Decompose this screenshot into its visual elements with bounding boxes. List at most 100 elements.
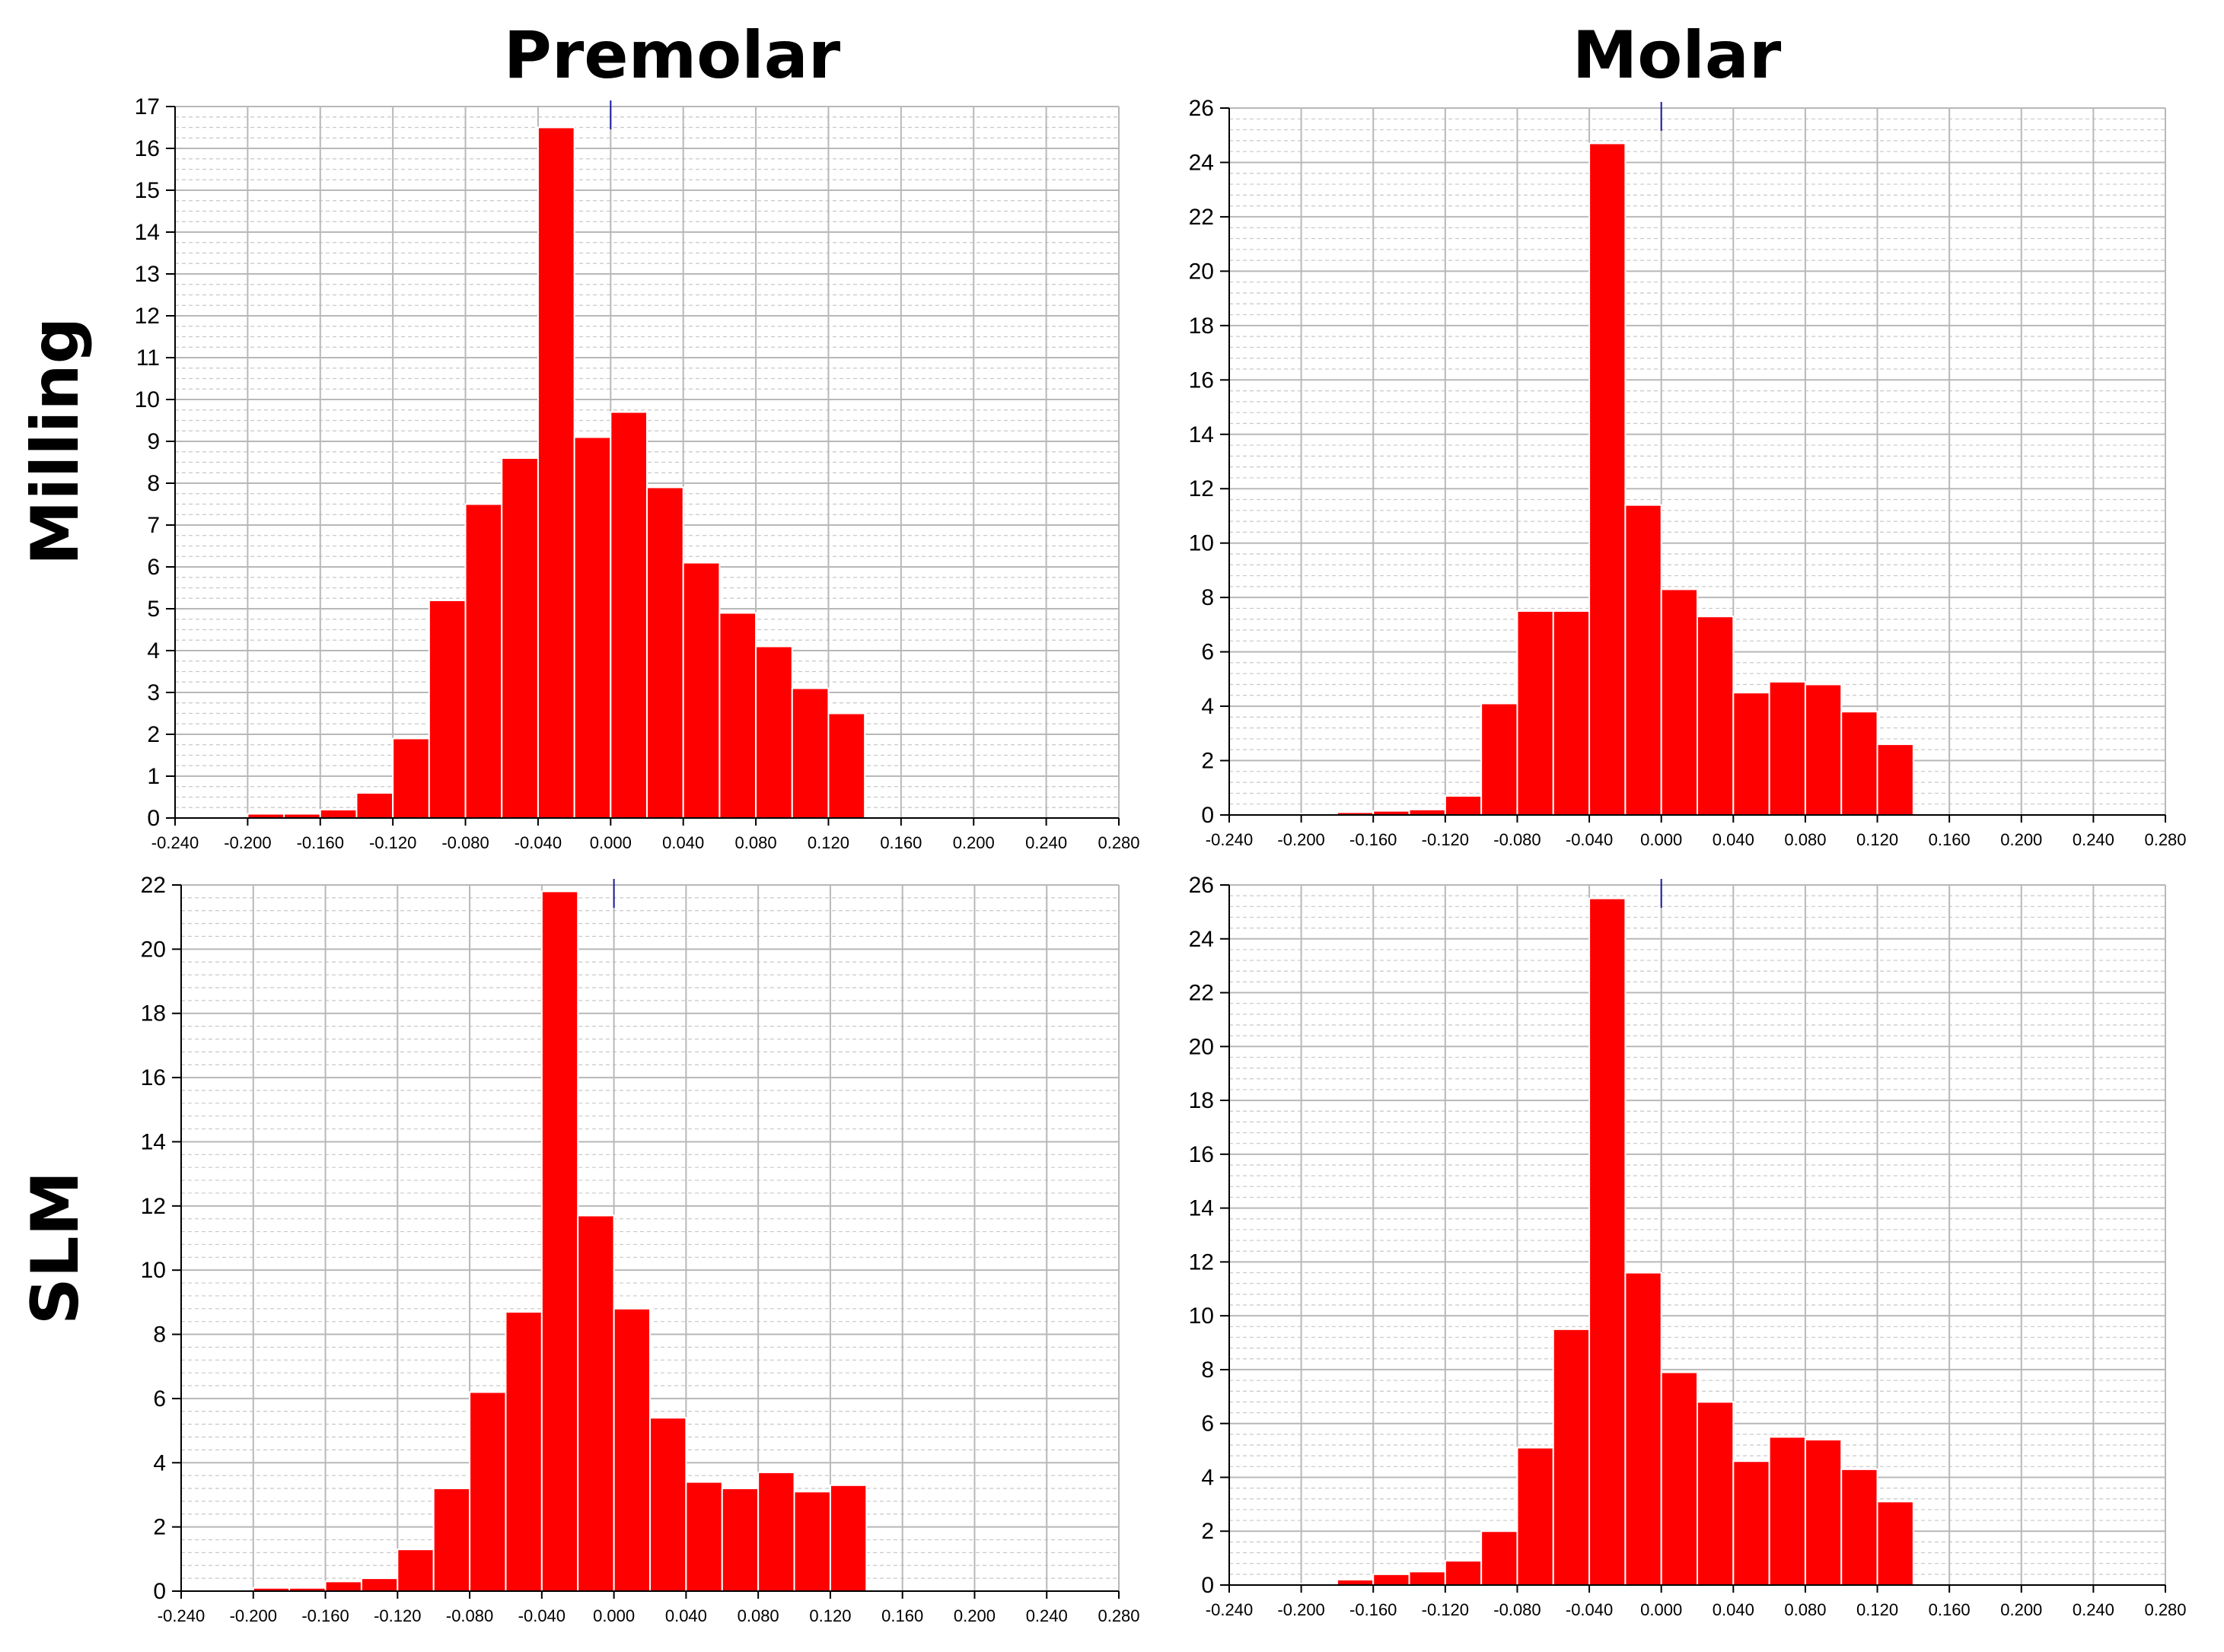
x-tick-label: -0.080 — [446, 1606, 493, 1625]
x-tick-label: 0.120 — [809, 1606, 851, 1625]
x-tick-label: -0.200 — [1277, 830, 1324, 849]
y-tick-label: 11 — [136, 345, 160, 371]
y-tick-label: 10 — [1189, 1303, 1214, 1329]
histogram-bar — [324, 1580, 362, 1593]
x-tick-label: -0.160 — [1349, 830, 1397, 849]
x-tick-label: 0.200 — [954, 1606, 996, 1625]
y-tick-label: 22 — [1189, 981, 1214, 1006]
histogram-bar — [1588, 897, 1627, 1586]
y-tick-label: 6 — [147, 555, 160, 580]
y-tick-label: 2 — [1201, 749, 1214, 774]
histogram-bar — [685, 1481, 723, 1592]
histogram-bar — [1804, 683, 1843, 816]
x-tick-label: -0.120 — [369, 833, 416, 852]
x-tick-label: -0.200 — [1277, 1600, 1324, 1619]
y-tick-label: 18 — [141, 1001, 166, 1027]
y-tick-label: 26 — [1189, 96, 1214, 121]
y-tick-label: 2 — [147, 722, 160, 747]
x-tick-label: 0.280 — [2144, 830, 2186, 849]
histogram-bar — [827, 712, 866, 819]
y-tick-label: 10 — [135, 387, 160, 412]
x-tick-label: 0.040 — [662, 833, 704, 852]
y-tick-label: 0 — [1201, 803, 1214, 828]
x-tick-label: 0.040 — [1713, 830, 1754, 849]
histogram-bar — [610, 411, 648, 819]
histogram-bar — [319, 809, 358, 819]
histogram-bar — [1552, 610, 1591, 816]
y-tick-label: 6 — [1201, 640, 1214, 665]
x-tick-label: 0.080 — [1784, 830, 1826, 849]
histogram-bar — [646, 486, 684, 819]
y-tick-label: 1 — [147, 764, 160, 789]
histogram-bar — [1768, 1436, 1806, 1587]
x-tick-label: 0.240 — [1026, 1606, 1068, 1625]
histogram-bar — [1516, 1447, 1554, 1586]
histogram-bar — [793, 1491, 831, 1592]
x-tick-label: -0.240 — [1206, 1600, 1253, 1619]
y-tick-label: 26 — [1189, 873, 1214, 898]
histogram-bar — [1840, 1468, 1878, 1587]
column-title-molar: Molar — [1572, 18, 1782, 94]
x-tick-label: 0.280 — [2144, 1600, 2186, 1619]
y-tick-label: 22 — [1189, 205, 1214, 230]
histogram-bar — [829, 1484, 868, 1593]
histogram-bar — [1840, 711, 1878, 816]
histogram-bar — [1444, 1560, 1483, 1586]
y-tick-label: 2 — [1201, 1519, 1214, 1544]
histogram-bar — [360, 1577, 399, 1592]
x-tick-label: 0.160 — [1929, 1600, 1971, 1619]
histogram-bar — [1516, 610, 1554, 816]
histogram-bar — [540, 890, 579, 1593]
histogram-bar — [397, 1549, 435, 1593]
row-title-milling: Milling — [18, 317, 94, 565]
y-tick-label: 14 — [1189, 422, 1214, 447]
histogram-bar — [501, 457, 539, 819]
y-tick-label: 16 — [135, 136, 160, 161]
histogram-bar — [464, 503, 503, 819]
histogram-bar — [649, 1417, 687, 1592]
y-tick-label: 4 — [1201, 1465, 1214, 1490]
histogram-bar — [613, 1307, 651, 1593]
y-tick-label: 10 — [141, 1258, 166, 1283]
histogram-bar — [1624, 1272, 1662, 1586]
y-tick-label: 17 — [135, 94, 160, 119]
histogram-bar — [1480, 702, 1518, 816]
y-tick-label: 16 — [1189, 1142, 1214, 1167]
histogram-bar — [392, 737, 430, 819]
x-tick-label: 0.200 — [2000, 830, 2042, 849]
y-tick-label: 12 — [1189, 1249, 1214, 1275]
histogram-bar — [1732, 1460, 1770, 1586]
histogram-bar — [428, 600, 467, 819]
histogram-bar — [469, 1391, 507, 1593]
x-tick-label: 0.280 — [1098, 1606, 1139, 1625]
column-title-premolar: Premolar — [504, 18, 841, 94]
y-tick-label: 5 — [147, 597, 160, 622]
histogram-bar — [577, 1214, 615, 1593]
y-tick-label: 12 — [135, 304, 160, 329]
y-tick-label: 20 — [141, 937, 166, 962]
y-tick-label: 14 — [1189, 1196, 1214, 1221]
histogram-bar — [1624, 504, 1662, 816]
x-tick-label: 0.000 — [1640, 1600, 1682, 1619]
y-tick-label: 18 — [1189, 1088, 1214, 1113]
x-tick-label: -0.120 — [1422, 1600, 1469, 1619]
histogram-bar — [573, 436, 612, 819]
histogram-bar — [537, 126, 575, 819]
x-tick-label: 0.280 — [1098, 833, 1139, 852]
x-tick-label: 0.200 — [953, 833, 995, 852]
y-tick-label: 8 — [1201, 1358, 1214, 1383]
x-tick-label: -0.200 — [224, 833, 271, 852]
row-title-slm: SLM — [18, 1171, 94, 1325]
x-tick-label: 0.080 — [1784, 1600, 1826, 1619]
y-tick-label: 14 — [135, 220, 160, 245]
y-tick-label: 8 — [1201, 585, 1214, 610]
histogram-bar — [1876, 743, 1914, 816]
x-tick-label: -0.200 — [230, 1606, 277, 1625]
histogram-bar — [1480, 1530, 1518, 1586]
histogram-bar — [1588, 142, 1627, 816]
y-tick-label: 13 — [135, 262, 160, 287]
histogram-bar — [1408, 1571, 1446, 1586]
histogram-bar — [1336, 1578, 1375, 1587]
x-tick-label: -0.240 — [151, 833, 199, 852]
x-tick-label: -0.240 — [158, 1606, 205, 1625]
